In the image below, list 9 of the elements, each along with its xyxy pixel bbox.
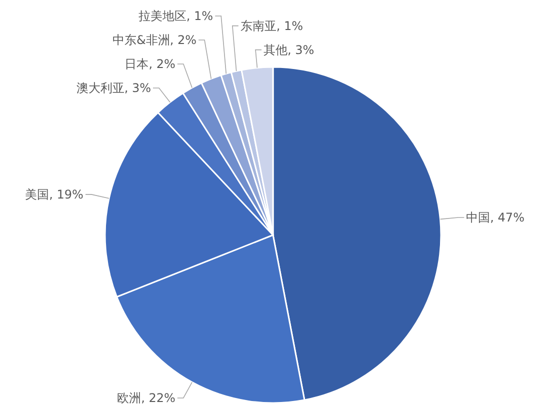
slice-label: 拉美地区, 1% [138, 9, 214, 24]
slice-label: 中东&非洲, 2% [112, 33, 197, 48]
slice-label: 澳大利亚, 3% [76, 81, 151, 96]
slice-label: 中国, 47% [466, 210, 524, 225]
slice-label: 日本, 2% [124, 57, 176, 72]
slice-label: 其他, 3% [263, 43, 314, 58]
slice-label: 东南亚, 1% [240, 19, 304, 34]
slice-label: 欧洲, 22% [117, 391, 176, 406]
slice-label: 美国, 19% [25, 188, 84, 202]
